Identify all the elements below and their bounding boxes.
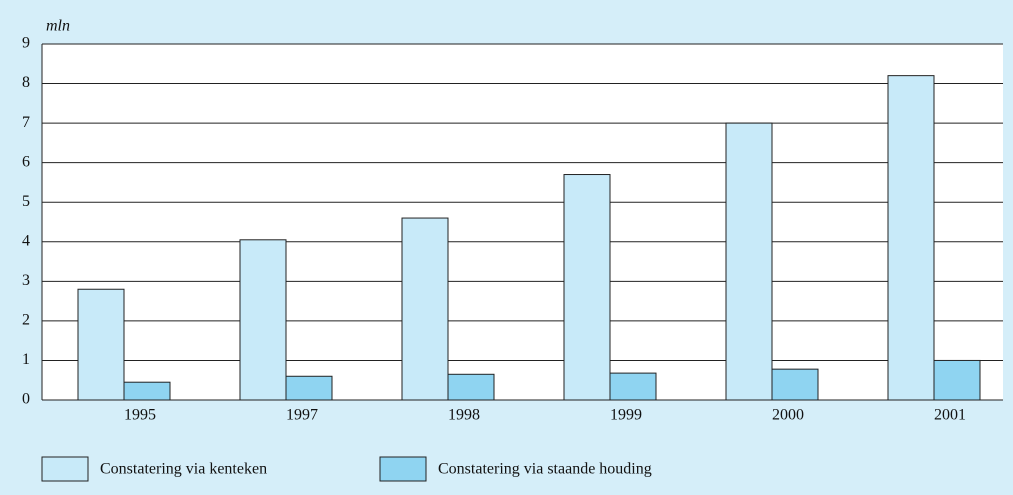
y-tick-label: 9 — [22, 35, 30, 52]
bar — [887, 75, 935, 401]
legend-label: Constatering via kenteken — [100, 461, 267, 478]
bar — [563, 174, 611, 401]
y-tick-label: 2 — [22, 312, 30, 329]
y-axis-label: mln — [46, 18, 70, 35]
x-tick-label: 1999 — [610, 407, 642, 424]
y-tick-label: 0 — [22, 391, 30, 408]
y-tick-label: 5 — [22, 193, 30, 210]
bar — [609, 372, 657, 401]
bar — [77, 288, 125, 401]
y-tick-label: 3 — [22, 272, 30, 289]
x-tick-label: 2000 — [772, 407, 804, 424]
bar — [933, 359, 981, 401]
y-tick-label: 4 — [22, 232, 30, 249]
y-tick-label: 8 — [22, 74, 30, 91]
x-tick-label: 1998 — [448, 407, 480, 424]
legend-swatch — [41, 456, 89, 482]
x-tick-label: 2001 — [934, 407, 966, 424]
y-tick-label: 6 — [22, 153, 30, 170]
bar — [771, 368, 819, 401]
y-tick-label: 7 — [22, 114, 30, 131]
bar — [239, 239, 287, 401]
legend-swatch — [379, 456, 427, 482]
y-tick-label: 1 — [22, 351, 30, 368]
bar — [285, 375, 333, 401]
bar — [447, 373, 495, 401]
legend-label: Constatering via staande houding — [438, 461, 652, 478]
bar — [725, 122, 773, 401]
x-tick-label: 1997 — [286, 407, 318, 424]
bar — [401, 217, 449, 401]
bar — [123, 381, 171, 401]
plot-area — [42, 44, 1003, 400]
x-tick-label: 1995 — [124, 407, 156, 424]
